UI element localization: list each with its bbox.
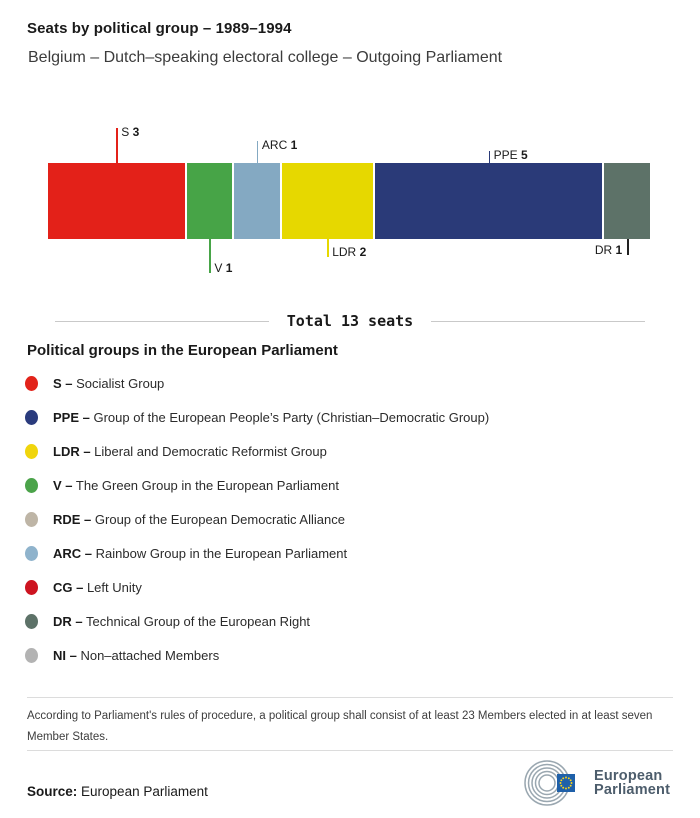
legend-item-arc: ARC – Rainbow Group in the European Parl… (25, 536, 675, 570)
legend-dot-icon (25, 477, 38, 493)
callout-line-s (116, 128, 118, 163)
divider-bottom (27, 750, 673, 751)
ep-hemicycle-icon (524, 760, 575, 806)
seat-bar (48, 163, 650, 239)
legend-item-dr: DR – Technical Group of the European Rig… (25, 604, 675, 638)
callout-label-arc: ARC 1 (261, 138, 298, 152)
total-rule-left (55, 320, 269, 322)
legend-item-ppe: PPE – Group of the European People’s Par… (25, 400, 675, 434)
callout-label-ldr: LDR 2 (332, 245, 367, 259)
legend-dot-icon (25, 579, 38, 595)
callout-line-v (209, 239, 211, 273)
ep-logo-line1: European (594, 767, 663, 784)
legend-item-label: ARC – Rainbow Group in the European Parl… (53, 545, 348, 561)
legend-item-label: NI – Non–attached Members (53, 647, 220, 663)
bar-segment-ldr (281, 163, 373, 239)
callout-line-arc (256, 141, 259, 163)
legend-dot-icon (25, 511, 38, 527)
legend-dot-icon (25, 375, 38, 391)
callout-label-dr: DR 1 (594, 243, 623, 257)
legend-item-label: DR – Technical Group of the European Rig… (53, 613, 311, 629)
legend-item-label: RDE – Group of the European Democratic A… (53, 511, 345, 527)
legend-item-v: V – The Green Group in the European Parl… (25, 468, 675, 502)
legend-item-rde: RDE – Group of the European Democratic A… (25, 502, 675, 536)
divider-top (27, 697, 673, 698)
ep-logo-text: European Parliament (594, 767, 671, 798)
legend-item-s: S – Socialist Group (25, 366, 675, 400)
callout-line-ppe (488, 151, 491, 163)
eu-stars (559, 776, 573, 790)
seats-chart: S 3 V 1 ARC 1 LDR 2 PPE 5 DR 1 (48, 120, 650, 290)
legend-item-label: LDR – Liberal and Democratic Reformist G… (53, 443, 327, 459)
legend-dot-icon (25, 613, 38, 629)
callout-line-ldr (327, 239, 329, 257)
callout-line-dr (627, 239, 629, 255)
callout-label-v: V 1 (214, 261, 233, 275)
source-value: European Parliament (81, 784, 208, 799)
legend-item-label: V – The Green Group in the European Parl… (53, 477, 339, 493)
legend-item-ni: NI – Non–attached Members (25, 638, 675, 672)
legend-dot-icon (25, 409, 38, 425)
legend-item-ldr: LDR – Liberal and Democratic Reformist G… (25, 434, 675, 468)
bar-segment-s (48, 163, 185, 239)
total-row: Total 13 seats (55, 312, 645, 330)
bar-segment-arc (234, 163, 280, 239)
bar-segment-v (186, 163, 233, 239)
legend-heading: Political groups in the European Parliam… (27, 342, 338, 359)
page-title: Seats by political group – 1989–1994 (27, 20, 292, 37)
callout-label-s: S 3 (121, 125, 140, 139)
ep-logo: European Parliament (521, 757, 670, 809)
legend-dot-icon (25, 545, 38, 561)
legend-dot-icon (25, 647, 38, 663)
ep-logo-line2: Parliament (594, 782, 671, 798)
bar-segment-ppe (374, 163, 603, 239)
page-subtitle: Belgium – Dutch–speaking electoral colle… (28, 49, 503, 66)
total-rule-right (431, 320, 645, 322)
eu-flag-icon (557, 774, 575, 792)
source-line: Source: European Parliament (27, 784, 208, 799)
legend-dot-icon (25, 443, 38, 459)
callout-label-ppe: PPE 5 (493, 148, 528, 162)
legend-item-label: PPE – Group of the European People’s Par… (53, 409, 490, 425)
footnote: According to Parliament's rules of proce… (27, 710, 653, 743)
source-label: Source: (27, 784, 78, 799)
legend-item-label: CG – Left Unity (53, 579, 142, 595)
legend-list: S – Socialist Group PPE – Group of the Eu… (25, 366, 675, 672)
bar-segment-dr (604, 163, 650, 239)
legend-item-label: S – Socialist Group (53, 375, 165, 391)
legend-item-cg: CG – Left Unity (25, 570, 675, 604)
total-seats-label: Total 13 seats (286, 312, 414, 330)
